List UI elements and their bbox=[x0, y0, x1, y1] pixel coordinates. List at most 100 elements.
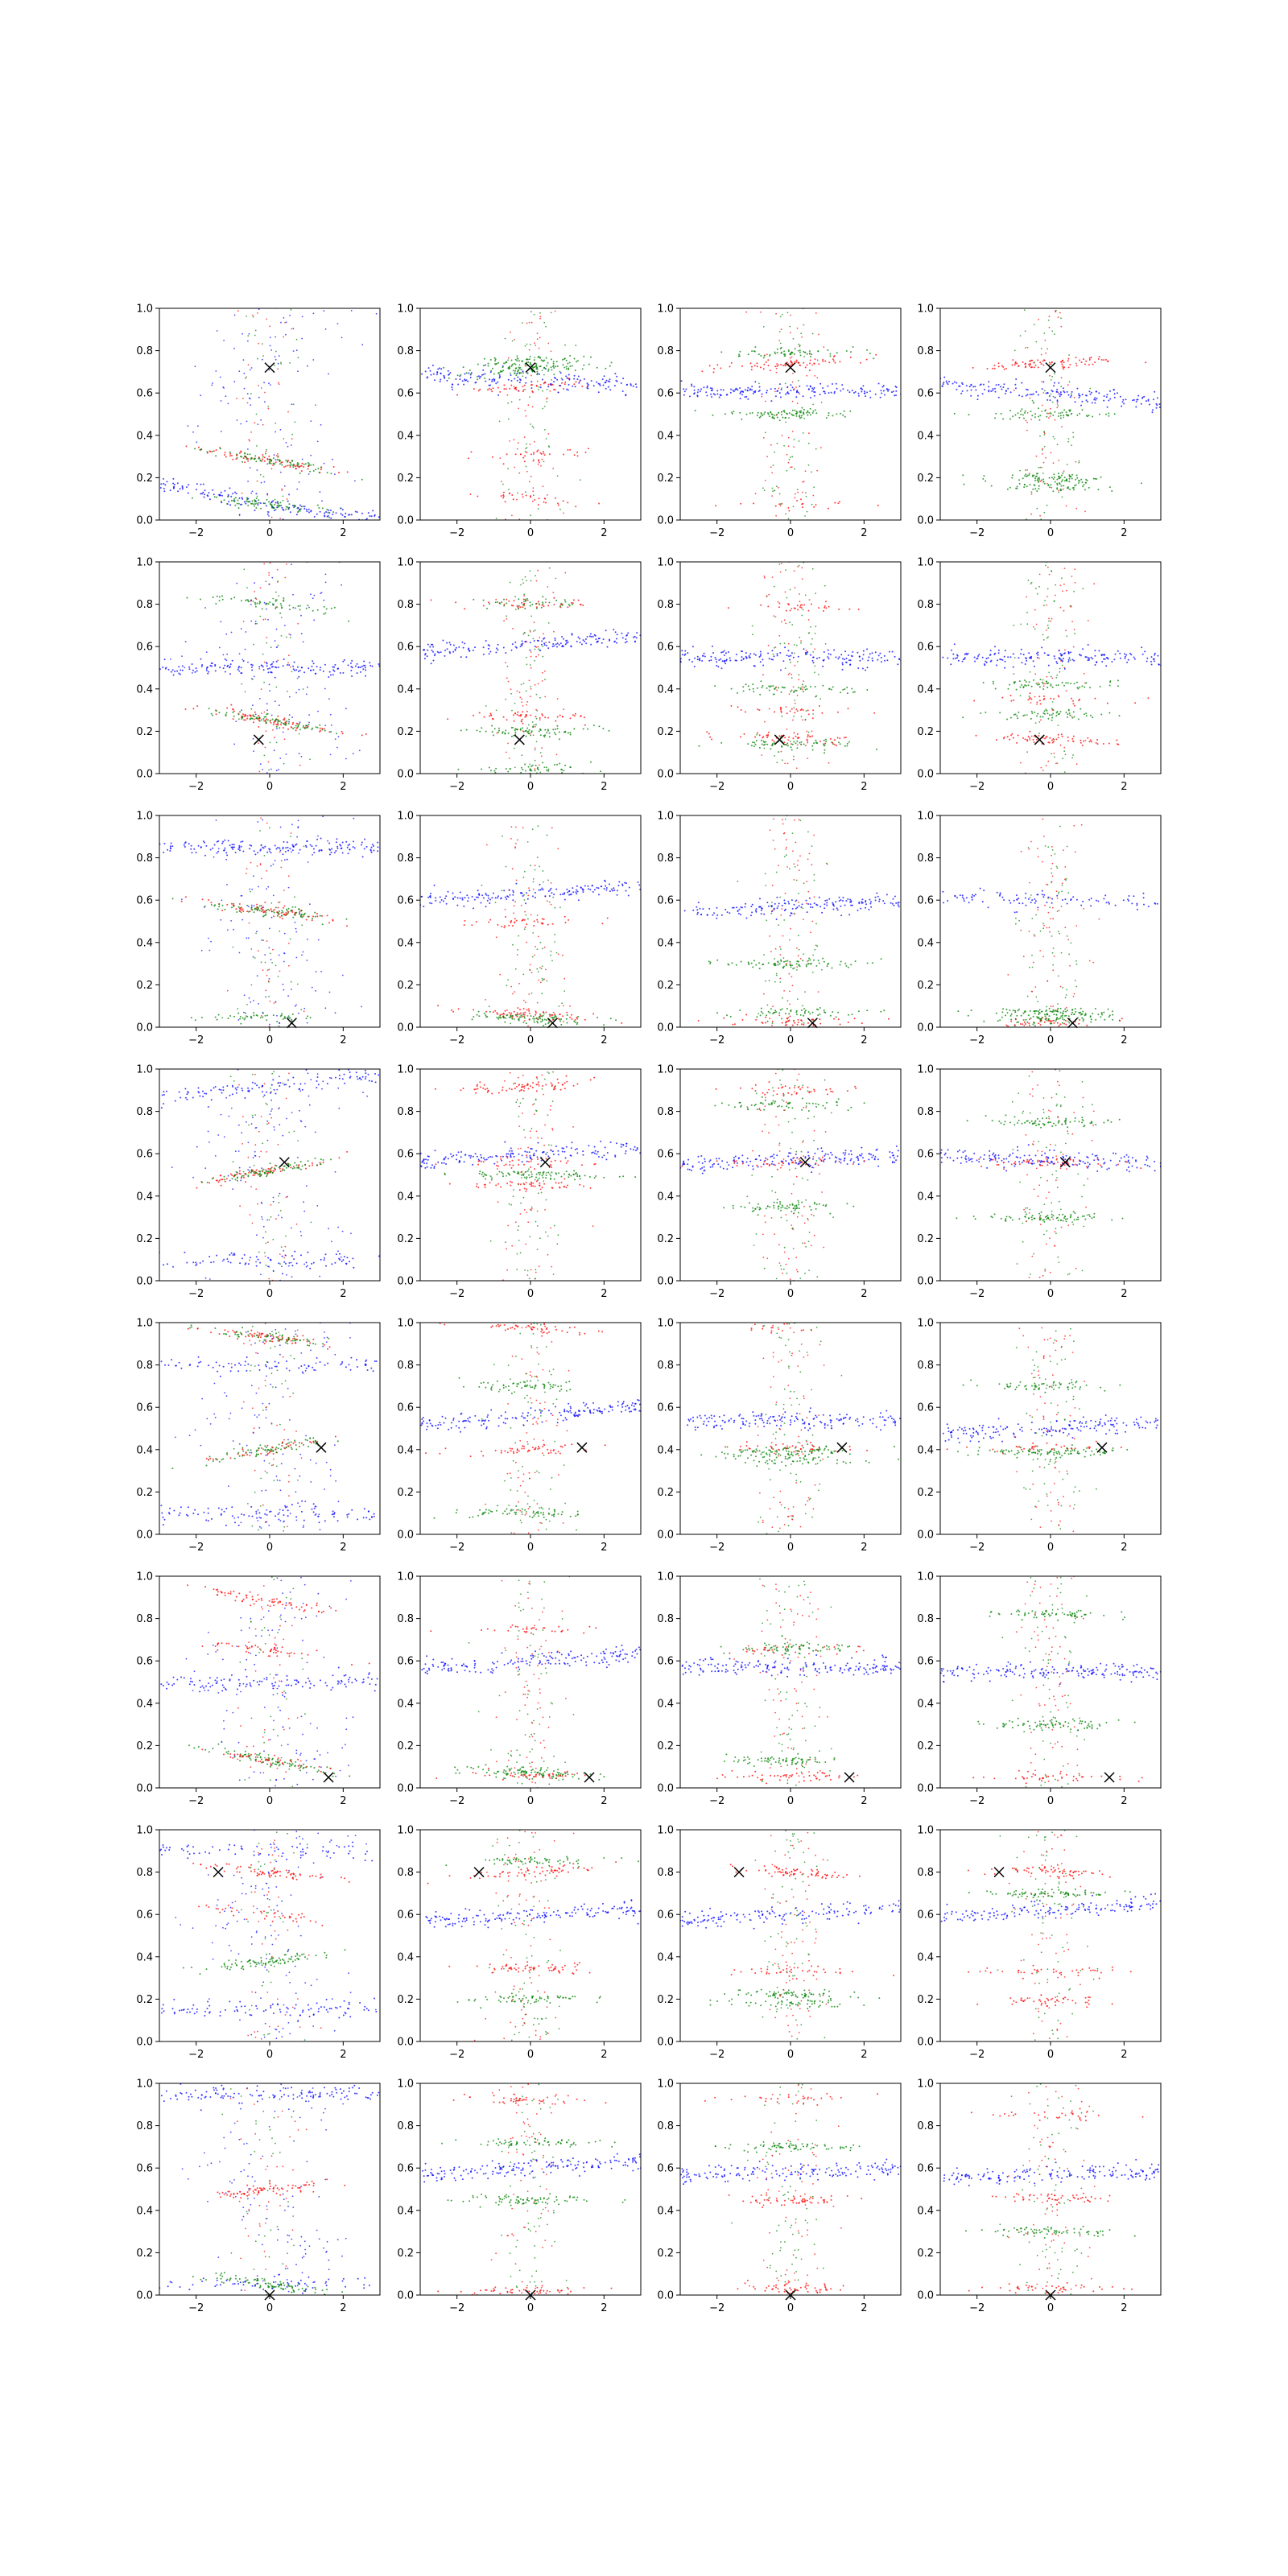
scatter-points bbox=[421, 310, 638, 520]
red-point bbox=[709, 736, 712, 738]
blue-point bbox=[472, 649, 474, 651]
green-point bbox=[802, 691, 804, 692]
red-point bbox=[264, 391, 266, 394]
red-point bbox=[1065, 630, 1067, 632]
blue-point bbox=[328, 991, 331, 993]
blue-point bbox=[833, 390, 836, 393]
blue-point bbox=[877, 654, 880, 657]
green-point bbox=[1047, 636, 1049, 638]
green-point bbox=[779, 316, 782, 318]
red-point bbox=[544, 696, 547, 698]
green-point bbox=[294, 896, 295, 898]
blue-point bbox=[749, 653, 752, 655]
red-point bbox=[811, 717, 814, 720]
blue-point bbox=[997, 649, 1000, 651]
blue-point bbox=[289, 511, 291, 514]
red-point bbox=[818, 363, 820, 365]
green-point bbox=[538, 730, 540, 733]
blue-point bbox=[636, 632, 638, 634]
red-point bbox=[1037, 366, 1039, 369]
green-point bbox=[1016, 715, 1018, 717]
scatter-points bbox=[940, 309, 1161, 520]
blue-point bbox=[356, 663, 358, 665]
red-point bbox=[268, 574, 270, 576]
red-point bbox=[507, 357, 510, 359]
green-point bbox=[1061, 664, 1063, 667]
blue-point bbox=[539, 386, 542, 389]
green-point bbox=[794, 348, 796, 350]
green-point bbox=[767, 412, 769, 415]
red-point bbox=[819, 740, 821, 742]
red-point bbox=[792, 373, 794, 374]
blue-point bbox=[848, 391, 851, 394]
green-point bbox=[781, 759, 783, 762]
red-point bbox=[280, 461, 283, 464]
green-point bbox=[1061, 479, 1063, 481]
green-point bbox=[812, 410, 815, 412]
blue-point bbox=[897, 663, 899, 666]
red-point bbox=[766, 353, 768, 356]
green-point bbox=[283, 599, 285, 601]
blue-point bbox=[704, 655, 706, 658]
blue-point bbox=[266, 665, 268, 667]
red-point bbox=[249, 714, 251, 716]
red-point bbox=[1067, 740, 1069, 742]
blue-point bbox=[316, 513, 318, 515]
blue-point bbox=[269, 690, 270, 691]
blue-point bbox=[208, 671, 210, 673]
blue-point bbox=[1125, 398, 1127, 401]
blue-point bbox=[974, 386, 976, 388]
red-point bbox=[539, 384, 542, 386]
blue-point bbox=[274, 700, 276, 703]
green-point bbox=[815, 592, 816, 595]
scatter-points bbox=[423, 567, 641, 774]
green-point bbox=[808, 350, 811, 353]
green-point bbox=[534, 648, 536, 650]
blue-point bbox=[828, 658, 830, 660]
green-point bbox=[545, 766, 547, 769]
blue-point bbox=[356, 511, 358, 514]
y-tick-label: 0.8 bbox=[657, 345, 674, 357]
green-point bbox=[522, 727, 524, 729]
red-point bbox=[196, 705, 199, 708]
blue-point bbox=[224, 658, 226, 660]
blue-point bbox=[1030, 656, 1031, 658]
green-point bbox=[583, 355, 585, 357]
blue-point bbox=[554, 638, 556, 639]
blue-point bbox=[1007, 387, 1009, 390]
blue-point bbox=[324, 687, 326, 690]
green-point bbox=[254, 334, 256, 336]
marker-x-stroke bbox=[253, 734, 264, 745]
blue-point bbox=[780, 669, 782, 671]
blue-point bbox=[426, 655, 428, 658]
green-point bbox=[798, 380, 799, 382]
green-point bbox=[545, 325, 547, 328]
red-point bbox=[807, 736, 809, 738]
blue-point bbox=[238, 370, 241, 373]
blue-point bbox=[753, 390, 755, 393]
green-point bbox=[774, 351, 776, 353]
blue-point bbox=[1004, 667, 1006, 669]
blue-point bbox=[776, 653, 778, 655]
red-point bbox=[797, 609, 799, 611]
blue-point bbox=[309, 903, 311, 906]
green-point bbox=[569, 354, 572, 357]
red-point bbox=[563, 708, 565, 711]
green-point bbox=[535, 724, 537, 726]
blue-point bbox=[1101, 661, 1104, 663]
green-point bbox=[233, 500, 236, 502]
red-point bbox=[708, 365, 711, 367]
red-point bbox=[277, 456, 279, 458]
green-point bbox=[517, 492, 518, 494]
red-point bbox=[1072, 646, 1075, 648]
blue-point bbox=[995, 384, 997, 386]
green-point bbox=[1043, 482, 1046, 485]
green-point bbox=[810, 356, 811, 358]
y-tick-label: 0.6 bbox=[917, 642, 934, 654]
blue-point bbox=[1090, 656, 1092, 658]
green-point bbox=[223, 499, 225, 502]
green-point bbox=[539, 734, 542, 737]
green-point bbox=[542, 601, 544, 604]
green-point bbox=[1026, 714, 1028, 716]
green-point bbox=[782, 416, 784, 419]
